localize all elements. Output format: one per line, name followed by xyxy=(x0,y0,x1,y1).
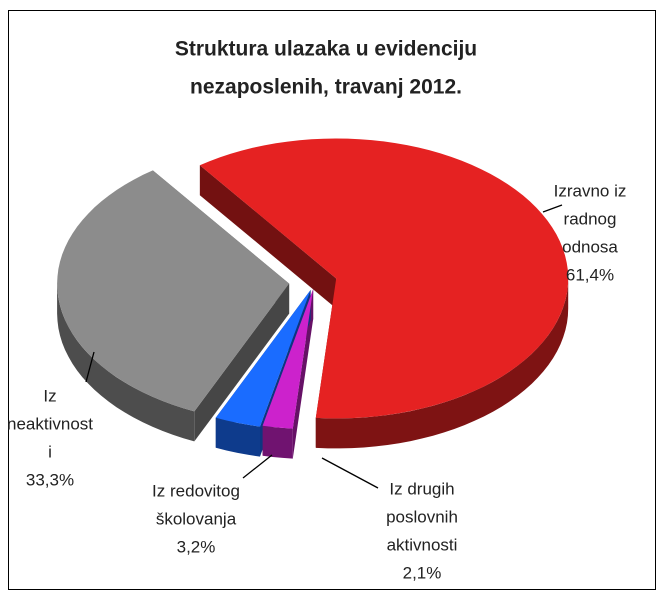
slice xyxy=(199,138,569,419)
category-label: radnog xyxy=(564,209,617,228)
leader-line xyxy=(85,351,95,383)
category-label: Iz redovitog xyxy=(152,481,240,500)
leader-line xyxy=(321,457,379,489)
slice-wall xyxy=(215,417,260,457)
category-label: odnosa xyxy=(562,237,618,256)
slice-wall xyxy=(262,425,293,459)
slice-side xyxy=(199,165,337,309)
category-label: neaktivnost xyxy=(7,414,93,433)
category-label: Iz xyxy=(43,386,56,405)
category-label: Izravno iz xyxy=(554,181,627,200)
category-label: i xyxy=(48,442,52,461)
slice-side xyxy=(194,283,290,442)
leader-line xyxy=(242,454,273,479)
slice xyxy=(215,290,311,427)
value-label: 3,2% xyxy=(177,537,216,556)
value-label: 61,4% xyxy=(566,265,614,284)
category-label: aktivnosti xyxy=(387,535,458,554)
category-label: poslovnih xyxy=(386,507,458,526)
chart-title: Struktura ulazaka u evidenciju xyxy=(175,38,477,61)
slice xyxy=(262,289,314,429)
leader-line xyxy=(542,204,563,213)
slice xyxy=(57,170,290,412)
slice-wall xyxy=(57,283,195,442)
value-label: 2,1% xyxy=(403,563,442,582)
value-label: 33,3% xyxy=(26,470,74,489)
slice-wall xyxy=(315,278,569,449)
category-label: Iz drugih xyxy=(389,479,454,498)
chart-title: nezaposlenih, travanj 2012. xyxy=(190,76,462,99)
category-label: školovanja xyxy=(156,509,237,528)
